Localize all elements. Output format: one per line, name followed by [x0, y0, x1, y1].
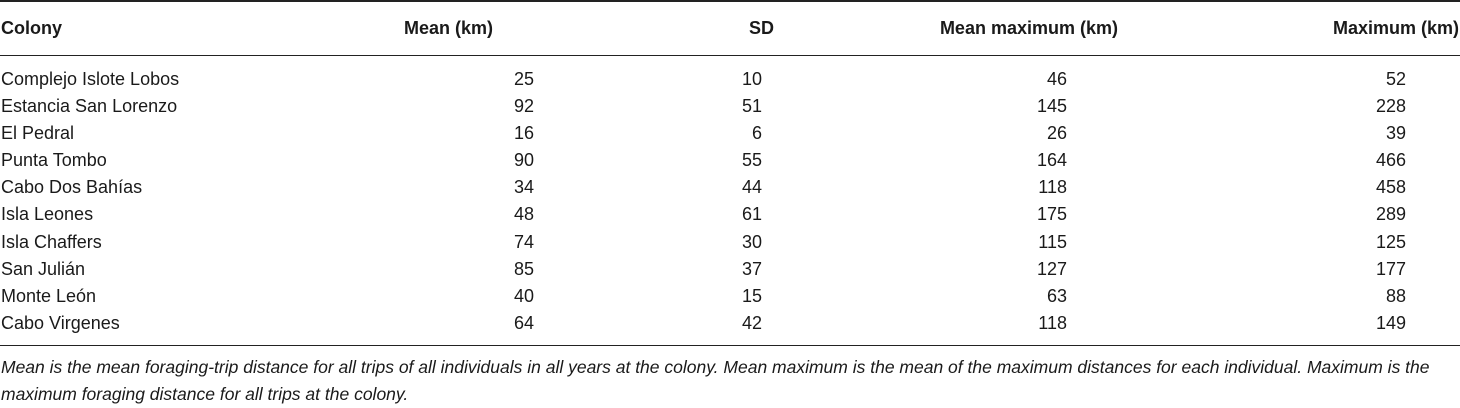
cell-sd: 15 [741, 285, 762, 306]
table-row: Complejo Islote Lobos 25 10 46 52 [0, 55, 1460, 93]
table-row: Punta Tombo 90 55 164 466 [0, 147, 1460, 174]
table-row: Monte León 40 15 63 88 [0, 283, 1460, 310]
table-row: Cabo Virgenes 64 42 118 149 [0, 310, 1460, 346]
cell-mean-maximum: 145 [1036, 95, 1067, 116]
cell-colony: San Julián [1, 258, 86, 279]
cell-sd: 61 [741, 204, 762, 225]
cell-colony: Isla Leones [1, 204, 94, 225]
cell-maximum: 466 [1375, 149, 1406, 170]
cell-mean-maximum: 175 [1036, 204, 1067, 225]
cell-colony: Complejo Islote Lobos [1, 68, 180, 89]
cell-sd: 44 [741, 177, 762, 198]
cell-maximum: 88 [1385, 285, 1406, 306]
cell-colony: Cabo Dos Bahías [1, 177, 143, 198]
header-sd: SD [626, 0, 926, 56]
cell-mean: 92 [513, 95, 534, 116]
cell-colony: El Pedral [1, 122, 75, 143]
table-header: Colony Mean (km) SD Mean maximum (km) Ma… [0, 0, 1460, 56]
cell-mean-maximum: 118 [1038, 177, 1067, 198]
cell-sd: 10 [741, 68, 762, 89]
cell-mean: 48 [513, 204, 534, 225]
cell-maximum: 52 [1385, 68, 1406, 89]
table-row: San Julián 85 37 127 177 [0, 256, 1460, 283]
header-mean: Mean (km) [250, 0, 626, 56]
header-mean-maximum: Mean maximum (km) [926, 0, 1306, 56]
cell-colony: Punta Tombo [1, 149, 107, 170]
cell-sd: 51 [741, 95, 762, 116]
cell-mean-maximum: 26 [1046, 122, 1067, 143]
foraging-distance-table: Colony Mean (km) SD Mean maximum (km) Ma… [0, 0, 1460, 346]
cell-maximum: 458 [1375, 177, 1406, 198]
table-row: Estancia San Lorenzo 92 51 145 228 [0, 93, 1460, 120]
cell-maximum: 39 [1385, 122, 1406, 143]
cell-colony: Cabo Virgenes [0, 310, 250, 346]
cell-mean-maximum: 46 [1046, 68, 1067, 89]
cell-sd: 6 [751, 122, 762, 143]
cell-mean-maximum: 127 [1036, 258, 1067, 279]
table-row: Cabo Dos Bahías 34 44 118 458 [0, 174, 1460, 201]
header-colony: Colony [0, 0, 250, 56]
cell-mean: 64 [250, 310, 626, 346]
cell-mean: 16 [513, 122, 534, 143]
table-body: Complejo Islote Lobos 25 10 46 52 Estanc… [0, 55, 1460, 346]
cell-sd: 30 [741, 231, 762, 252]
cell-sd: 42 [626, 310, 926, 346]
cell-mean: 40 [513, 285, 534, 306]
cell-colony: Monte León [1, 285, 97, 306]
cell-mean-maximum: 115 [1038, 231, 1067, 252]
cell-mean: 34 [513, 177, 534, 198]
table-row: Isla Chaffers 74 30 115 125 [0, 228, 1460, 255]
cell-maximum: 177 [1375, 258, 1406, 279]
cell-colony: Isla Chaffers [1, 231, 102, 252]
cell-mean: 25 [513, 68, 534, 89]
cell-maximum: 289 [1375, 204, 1406, 225]
cell-mean-maximum: 118 [926, 310, 1306, 346]
table-row: Isla Leones 48 61 175 289 [0, 201, 1460, 228]
cell-colony: Estancia San Lorenzo [1, 95, 178, 116]
cell-mean-maximum: 63 [1046, 285, 1067, 306]
cell-mean-maximum: 164 [1036, 149, 1067, 170]
table-footnote: Mean is the mean foraging-trip distance … [1, 357, 1430, 404]
table-row: El Pedral 16 6 26 39 [0, 120, 1460, 147]
cell-maximum: 228 [1375, 95, 1406, 116]
header-maximum: Maximum (km) [1306, 0, 1460, 56]
header-row: Colony Mean (km) SD Mean maximum (km) Ma… [0, 0, 1460, 56]
cell-maximum: 149 [1306, 310, 1460, 346]
cell-sd: 37 [741, 258, 762, 279]
cell-mean: 74 [513, 231, 534, 252]
cell-sd: 55 [741, 149, 762, 170]
cell-maximum: 125 [1375, 231, 1406, 252]
cell-mean: 85 [513, 258, 534, 279]
cell-mean: 90 [513, 149, 534, 170]
